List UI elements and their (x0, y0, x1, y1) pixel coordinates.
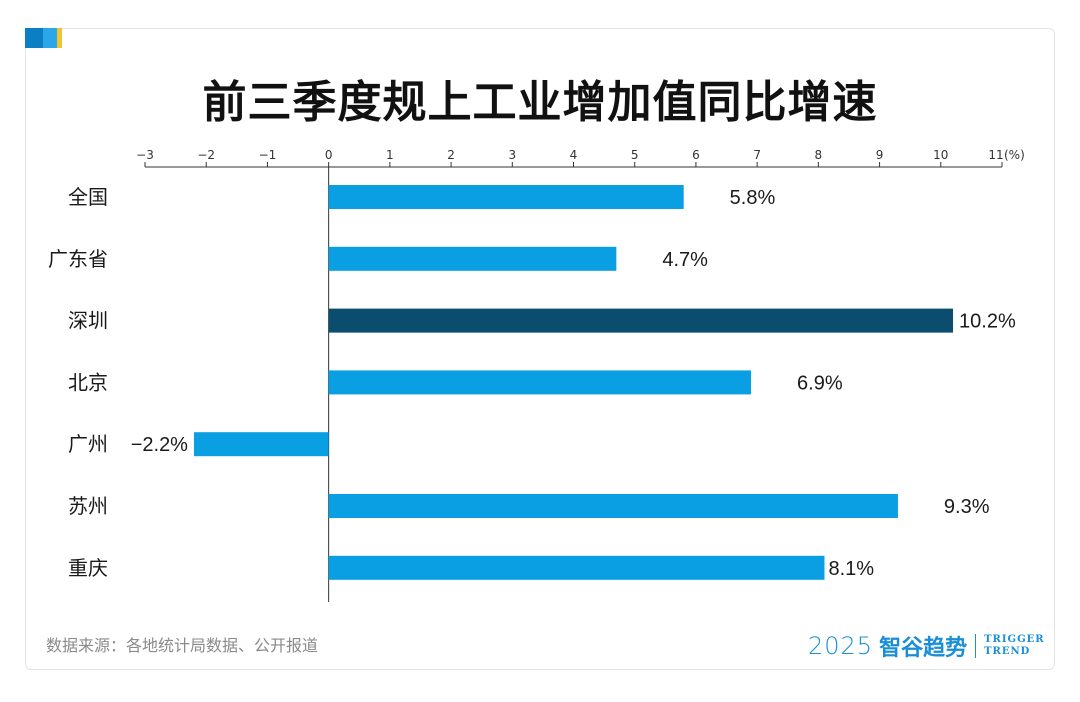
category-label: 广东省 (48, 247, 108, 271)
x-tick-label: 11 (988, 148, 1003, 162)
bar (328, 555, 825, 580)
data-label: 4.7% (662, 249, 708, 271)
data-label: 6.9% (797, 372, 843, 394)
x-tick-label: 5 (631, 148, 639, 162)
x-tick-label: 4 (570, 148, 578, 162)
category-label: 北京 (68, 370, 108, 394)
x-tick-label: 10 (933, 148, 948, 162)
x-tick-label: 9 (876, 148, 884, 162)
x-tick-label: −1 (259, 148, 277, 162)
x-tick-label: −3 (136, 148, 154, 162)
x-tick-label: 2 (447, 148, 455, 162)
category-label: 广州 (68, 432, 108, 456)
x-tick-label: −2 (197, 148, 215, 162)
corner-accent (25, 28, 62, 48)
category-label: 全国 (68, 185, 108, 209)
x-tick-label: 8 (815, 148, 823, 162)
x-tick-label: 0 (325, 148, 333, 162)
accent-stripe-3 (57, 28, 62, 48)
accent-stripe-1 (25, 28, 43, 48)
bar (193, 432, 329, 457)
brand-english: TRIGGER TREND (984, 634, 1044, 658)
brand-name: 智谷趋势 (879, 636, 968, 661)
x-axis-unit: (%) (1004, 148, 1025, 162)
chart-title: 前三季度规上工业增加值同比增速 (202, 77, 878, 128)
data-label: 10.2% (959, 311, 1016, 333)
x-tick-label: 7 (753, 148, 761, 162)
data-label: −2.2% (131, 434, 188, 456)
brand-separator (975, 634, 977, 658)
brand-year: 2025 (808, 632, 874, 660)
x-tick-label: 3 (508, 148, 516, 162)
brand-logo: 2025 智谷趋势 TRIGGER TREND (808, 630, 1045, 662)
bar (328, 494, 898, 518)
accent-stripe-2 (43, 28, 57, 48)
brand-en-line1: TRIGGER (984, 634, 1045, 645)
data-label: 8.1% (828, 558, 874, 580)
data-label: 9.3% (944, 496, 990, 518)
bar (328, 246, 617, 271)
brand-en-line2: TREND (984, 646, 1031, 657)
category-label: 深圳 (68, 309, 108, 333)
x-tick-label: 6 (692, 148, 700, 162)
x-tick-label: 1 (386, 148, 394, 162)
bar (328, 308, 954, 333)
data-label: 5.8% (730, 187, 776, 209)
category-label: 苏州 (68, 494, 108, 518)
bar (328, 370, 752, 395)
category-label: 重庆 (68, 556, 108, 580)
source-note: 数据来源：各地统计局数据、公开报道 (46, 636, 319, 655)
bar (328, 185, 684, 209)
